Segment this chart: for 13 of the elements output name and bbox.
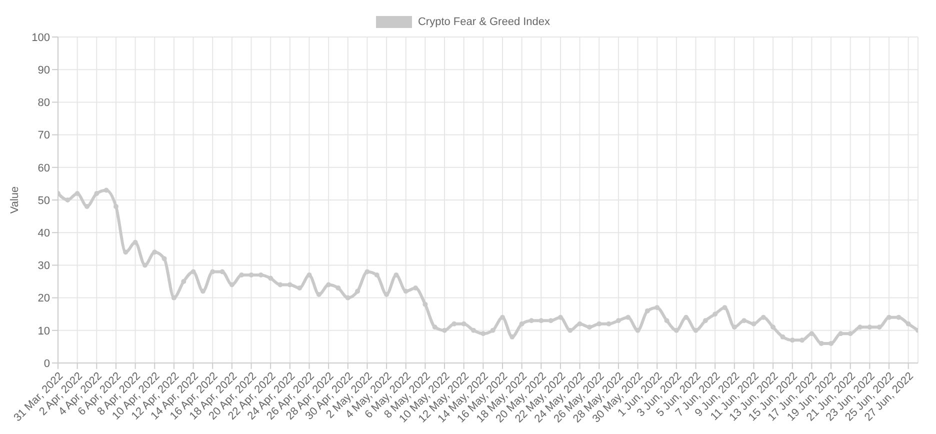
y-tick-label: 60 <box>38 162 50 174</box>
y-tick-label: 10 <box>38 325 50 338</box>
y-tick-label: 0 <box>44 358 50 370</box>
y-axis-title: Value <box>8 186 21 214</box>
y-tick-label: 50 <box>38 194 50 207</box>
y-tick-label: 90 <box>38 64 50 77</box>
y-tick-label: 40 <box>38 228 50 240</box>
legend-label: Crypto Fear & Greed Index <box>416 16 550 28</box>
y-tick-label: 100 <box>32 32 50 44</box>
y-tick-label: 20 <box>38 292 50 305</box>
y-tick-label: 80 <box>38 97 50 110</box>
y-tick-label: 30 <box>38 260 50 272</box>
y-tick-label: 70 <box>38 130 50 142</box>
